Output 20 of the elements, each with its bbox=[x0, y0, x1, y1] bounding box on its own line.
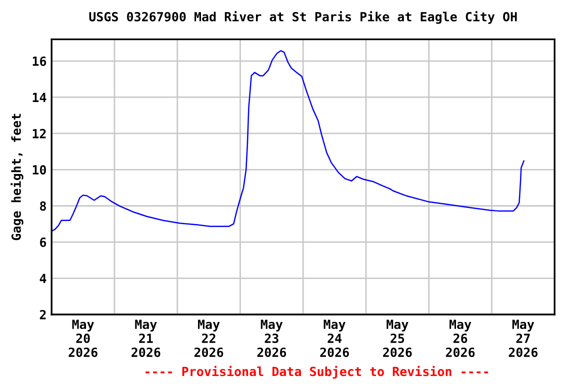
y-tick-label: 10 bbox=[32, 165, 46, 175]
y-tick-label: 8 bbox=[40, 201, 46, 211]
x-tick-label: May 20 2026 bbox=[68, 320, 98, 358]
y-tick-label: 4 bbox=[40, 274, 46, 284]
line-series bbox=[52, 50, 524, 232]
text: ---- Provisional Data Subject to Revision ---- bbox=[146, 366, 488, 379]
x-tick-label: May 27 2026 bbox=[508, 320, 538, 358]
x-tick-label: May 23 2026 bbox=[257, 320, 286, 358]
x-tick-label: May 24 2026 bbox=[320, 320, 349, 358]
y-tick-label: 16 bbox=[32, 56, 46, 66]
chart-title: USGS 03267900 Mad River at St Paris Pike at Eagle City OH bbox=[89, 11, 517, 24]
x-tick-label: May 21 2026 bbox=[132, 320, 160, 358]
y-tick-label: 6 bbox=[40, 238, 46, 248]
y-axis-title: Gage height, feet bbox=[10, 114, 24, 240]
y-tick-label: 2 bbox=[40, 310, 46, 320]
x-tick-label: May 22 2026 bbox=[194, 320, 224, 358]
y-tick-label: 12 bbox=[32, 128, 46, 138]
x-tick-label: May 26 2026 bbox=[446, 320, 475, 358]
y-tick-label: 14 bbox=[32, 92, 46, 102]
x-tick-label: May 25 2026 bbox=[383, 320, 412, 358]
